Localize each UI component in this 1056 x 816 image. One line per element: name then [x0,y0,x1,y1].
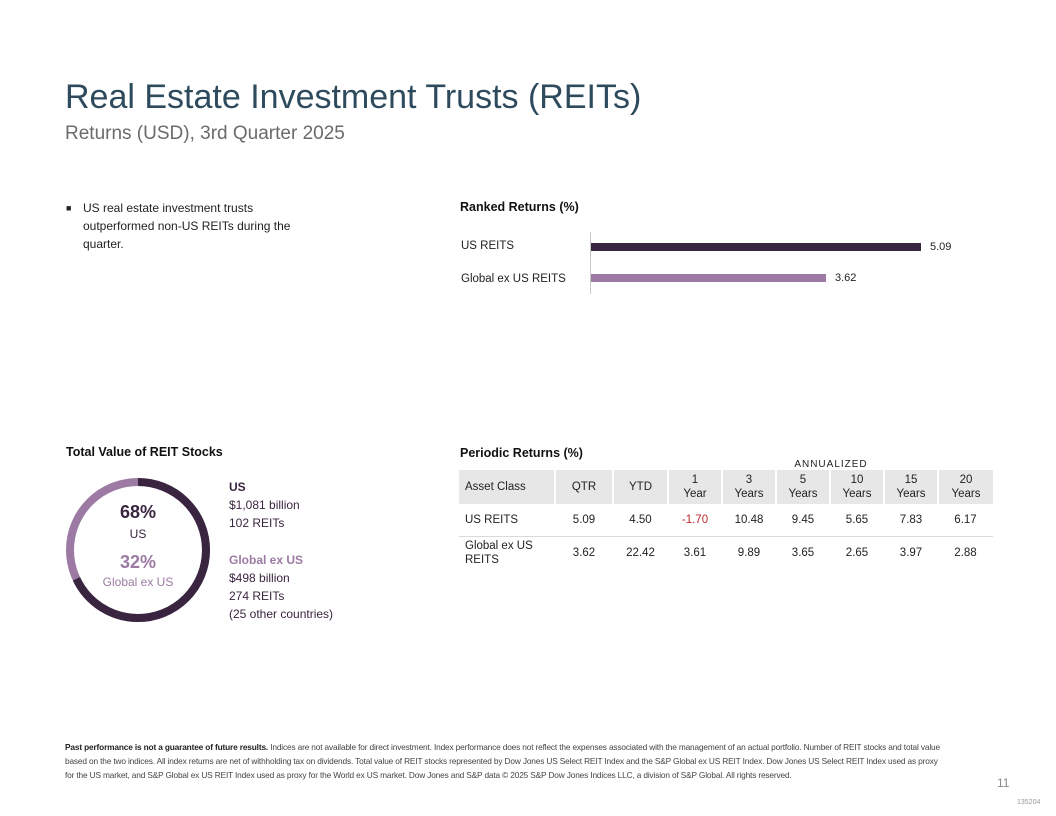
col-10-years: 10 Years [829,470,884,504]
ranked-returns-heading: Ranked Returns (%) [460,200,579,214]
cell-1-year: 3.61 [683,547,707,559]
periodic-returns-table: Asset Class QTR YTD 1 Year 3 Years 5 Years … [459,470,993,569]
cell-5-years: 3.65 [791,547,815,559]
bar-global-reits [591,274,826,282]
page-subtitle: Returns (USD), 3rd Quarter 2025 [65,123,345,144]
cell-1-year: -1.70 [668,504,722,537]
col-5-years-num: 5 [799,474,807,486]
donut-chart [66,478,210,622]
legend-intl-count: 274 REITs [229,589,285,603]
col-3-years-unit: Years [734,488,764,500]
cell-ytd: 22.42 [626,547,655,559]
rank-label-us-reits: US REITS [461,240,515,252]
col-10-years-unit: Years [842,488,872,500]
document-id: 135204 [1017,799,1041,806]
col-qtr: QTR [554,470,613,504]
bar-us-reits [591,243,921,251]
col-ytd: YTD [612,470,668,504]
col-5-years: 5 Years [775,470,830,504]
rank-label-global-reits: Global ex US REITS [461,273,566,285]
legend-us-title: US [229,480,246,494]
footer-disclaimer: Past performance is not a guarantee of f… [65,740,945,782]
col-1-year: 1 Year [667,470,722,504]
legend-us: US $1,081 billion 102 REITs [229,478,300,532]
donut-intl-percent: 32% [119,552,157,572]
cell-5-years: 9.45 [776,504,830,537]
col-20-years: 20 Years [937,470,993,504]
cell-qtr: 3.62 [572,547,596,559]
legend-intl-title: Global ex US [229,553,304,567]
col-1-year-unit: Year [683,488,707,500]
cell-ytd: 4.50 [613,504,668,537]
cell-asset: US REITS [459,504,555,537]
table-header-row: Asset Class QTR YTD 1 Year 3 Years 5 Years … [459,470,993,504]
legend-global-ex-us: Global ex US $498 billion 274 REITs (25 … [229,551,333,623]
cell-15-years: 7.83 [884,504,938,537]
col-15-years-num: 15 [904,474,918,486]
table-row: US REITS 5.09 4.50 -1.70 10.48 9.45 5.65… [459,504,993,537]
cell-asset: Global ex US REITS [465,540,533,566]
col-3-years-num: 3 [745,474,753,486]
donut-segment-us [66,478,210,622]
bar-value-us-reits: 5.09 [930,241,952,253]
legend-us-value: $1,081 billion [229,498,300,512]
donut-us-percent: 68% [119,502,157,522]
col-asset-class: Asset Class [459,470,555,504]
cell-3-years: 9.89 [737,547,761,559]
col-10-years-num: 10 [850,474,864,486]
donut-intl-label: Global ex US [102,575,174,589]
bullet-square-icon: ■ [66,203,72,213]
cell-15-years: 3.97 [899,547,923,559]
col-1-year-num: 1 [691,474,699,486]
legend-us-count: 102 REITs [229,516,285,530]
col-20-years-unit: Years [951,488,981,500]
col-15-years: 15 Years [883,470,938,504]
cell-10-years: 5.65 [830,504,884,537]
table-row: Global ex US REITS 3.62 22.42 3.61 9.89 … [459,537,993,570]
cell-10-years: 2.65 [845,547,869,559]
legend-intl-note: (25 other countries) [229,607,334,621]
cell-qtr: 5.09 [555,504,613,537]
col-5-years-unit: Years [788,488,818,500]
donut-us-label: US [129,527,147,541]
commentary-bullet: ■ US real estate investment trusts outpe… [66,199,316,253]
cell-20-years: 2.88 [954,547,977,559]
cell-3-years: 10.48 [722,504,776,537]
legend-intl-value: $498 billion [229,571,290,585]
col-15-years-unit: Years [896,488,926,500]
disclaimer-text: Indices are not available for direct inv… [65,742,940,780]
page-title: Real Estate Investment Trusts (REITs) [65,78,642,116]
col-3-years: 3 Years [721,470,776,504]
periodic-returns-heading: Periodic Returns (%) [460,446,583,460]
bar-value-global-reits: 3.62 [835,272,857,284]
commentary-text: US real estate investment trusts outperf… [83,201,291,251]
cell-20-years: 6.17 [938,504,993,537]
col-20-years-num: 20 [959,474,973,486]
page-number: 11 [997,776,1010,790]
disclaimer-bold: Past performance is not a guarantee of f… [65,742,269,752]
chart-axis-line [590,232,591,294]
total-value-heading: Total Value of REIT Stocks [66,445,223,459]
